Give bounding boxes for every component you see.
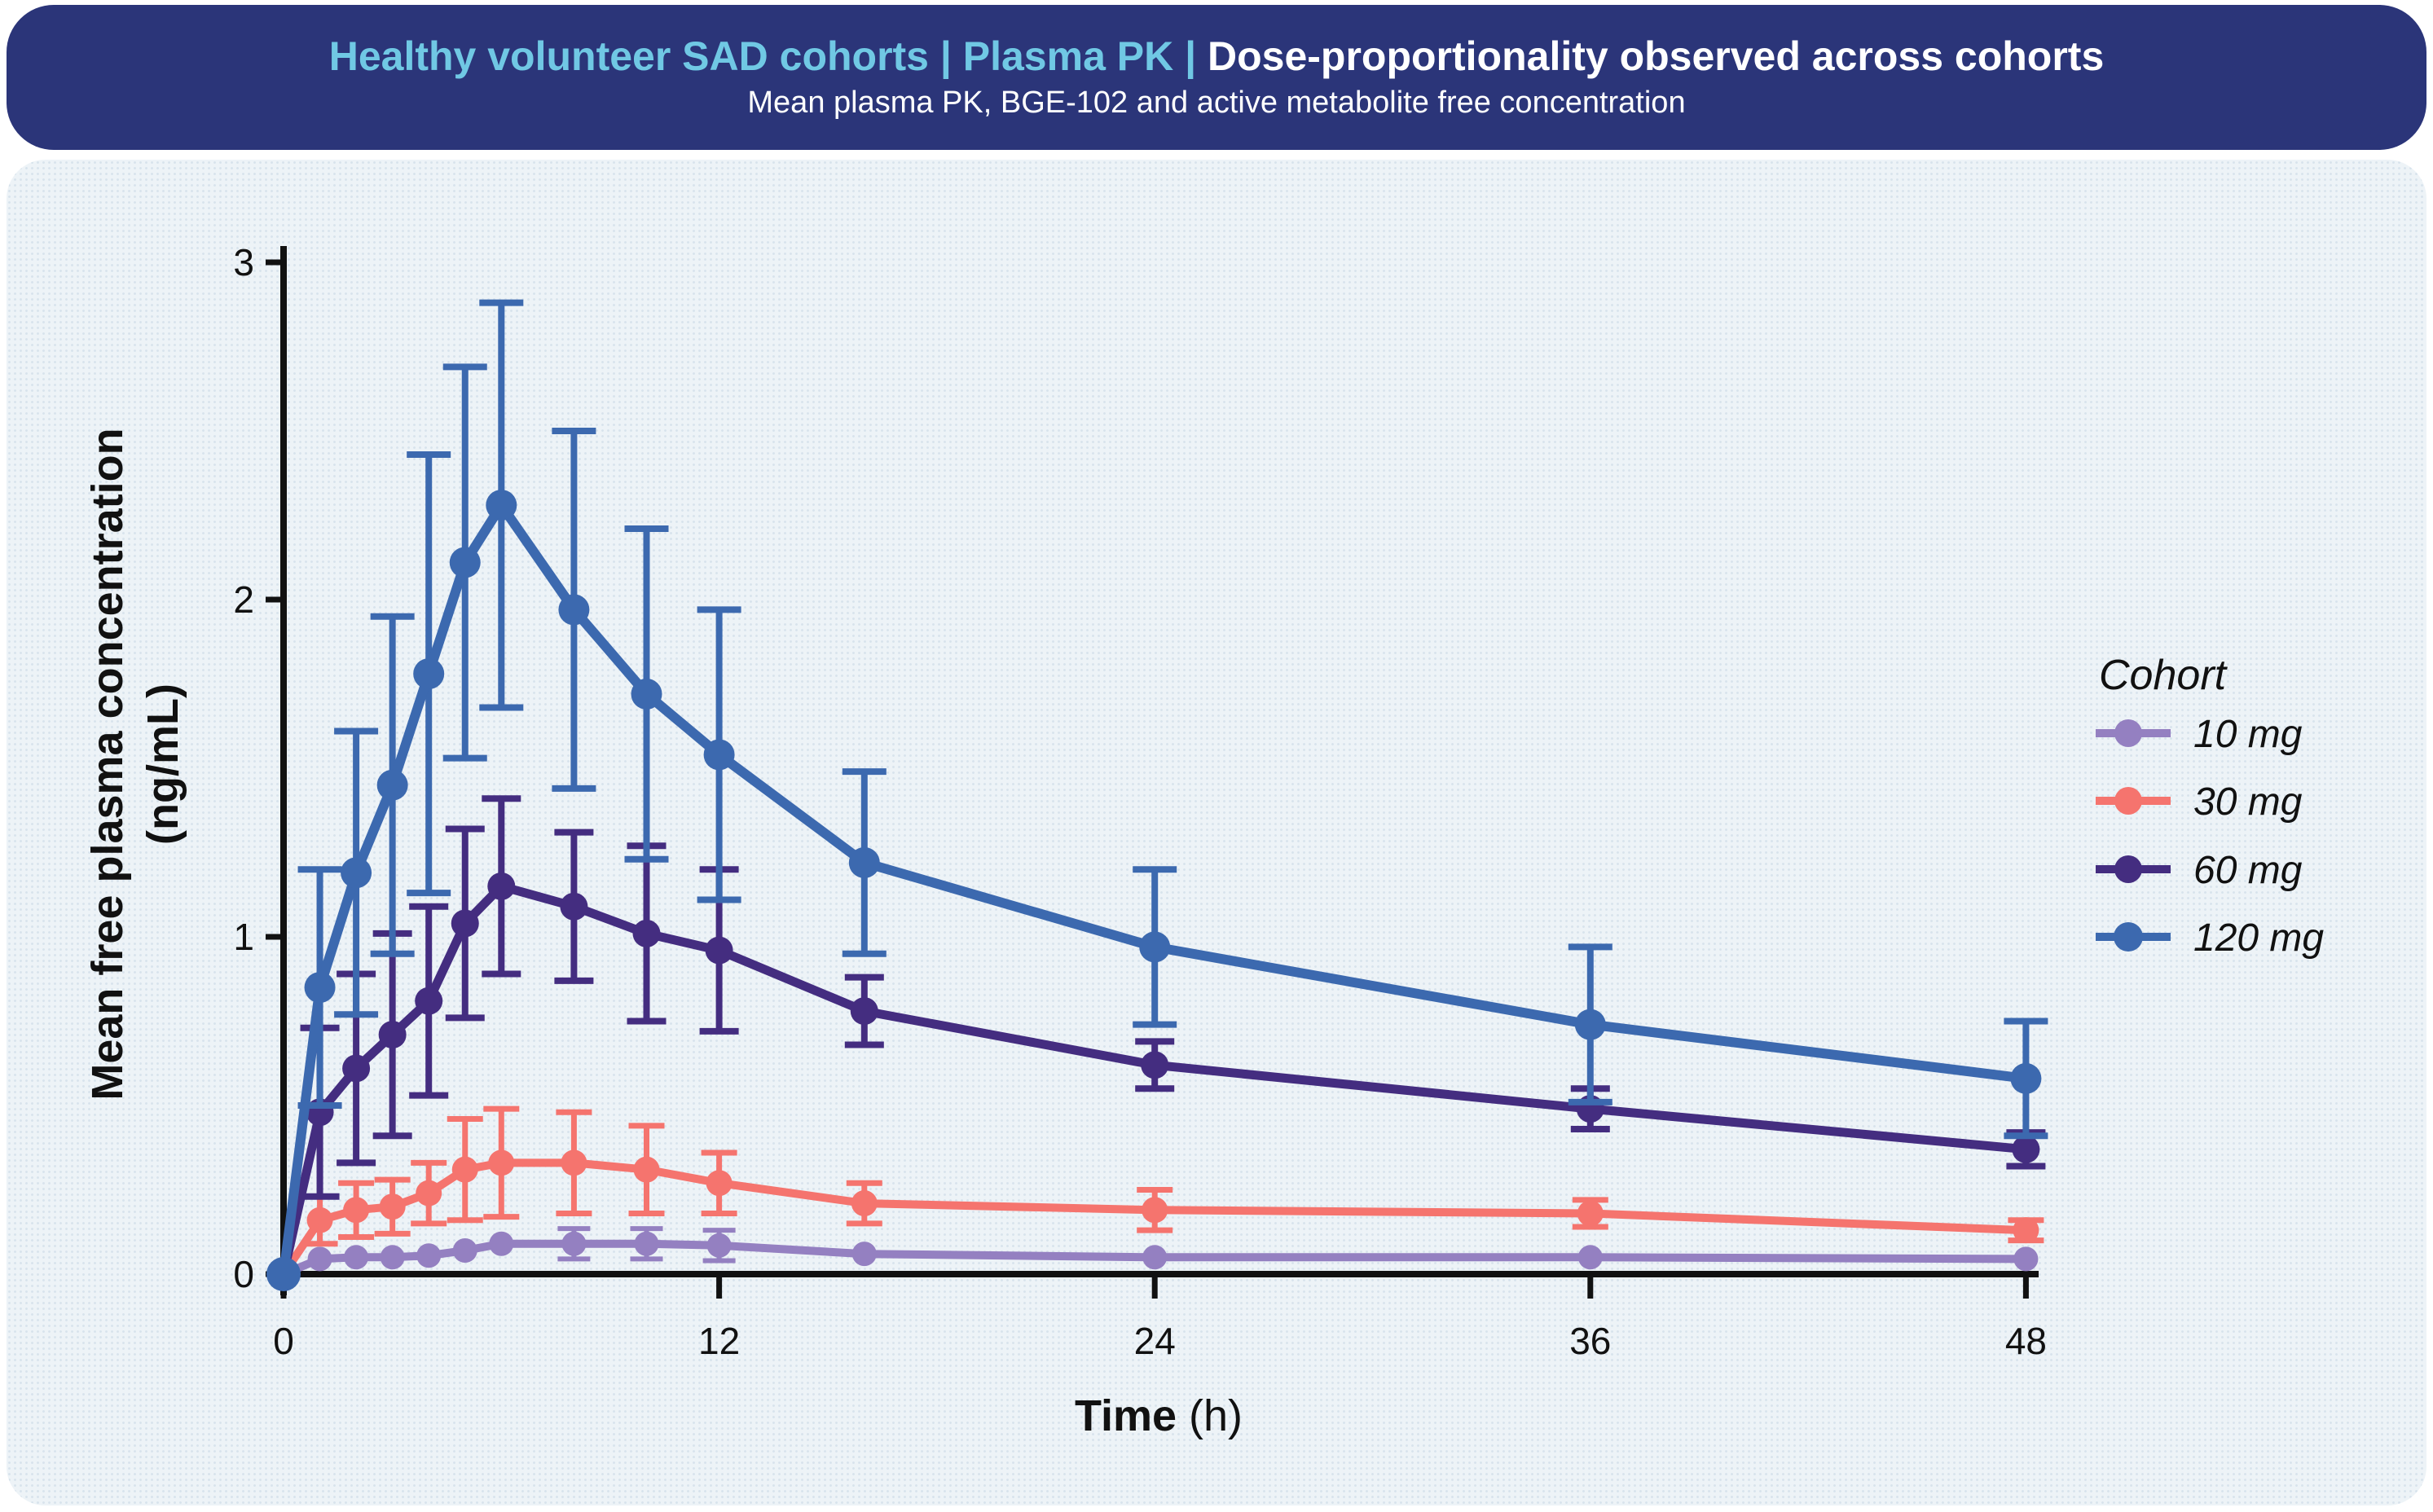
data-point: [1577, 1200, 1604, 1227]
data-point: [489, 1231, 514, 1256]
data-point: [850, 997, 878, 1026]
banner-subtitle: Mean plasma PK, BGE-102 and active metab…: [747, 86, 1686, 120]
y-tick-label: 0: [233, 1253, 254, 1295]
x-tick-label: 0: [273, 1320, 294, 1362]
title-banner: Healthy volunteer SAD cohorts | Plasma P…: [7, 5, 2426, 150]
data-point: [413, 658, 445, 690]
data-point: [2012, 1135, 2040, 1163]
series-60-mg: [270, 795, 2046, 1288]
banner-title: Healthy volunteer SAD cohorts | Plasma P…: [329, 34, 2105, 79]
data-point: [705, 936, 733, 965]
y-tick-label: 3: [233, 241, 254, 284]
data-point: [304, 972, 336, 1004]
data-point: [380, 1245, 405, 1270]
data-point: [558, 594, 590, 626]
data-point: [706, 1170, 733, 1197]
x-tick-label: 12: [698, 1320, 740, 1362]
legend-label: 120 mg: [2193, 916, 2324, 960]
legend-swatch-marker: [2114, 855, 2142, 883]
data-point: [632, 919, 661, 947]
chart-card: [7, 160, 2426, 1505]
data-point: [452, 1238, 477, 1264]
data-point: [706, 1233, 732, 1258]
data-point: [1577, 1245, 1603, 1270]
data-point: [1139, 931, 1171, 963]
banner-title-main: Dose-proportionality observed across coh…: [1208, 33, 2105, 79]
data-point: [379, 1193, 406, 1220]
data-point: [1141, 1051, 1169, 1079]
data-point: [634, 1231, 659, 1256]
data-point: [633, 1156, 660, 1183]
data-point: [342, 1054, 371, 1083]
x-tick-label: 48: [2005, 1320, 2047, 1362]
data-point: [376, 769, 408, 801]
y-axis-label-line2: (ng/mL): [139, 683, 187, 845]
y-tick-label: 1: [233, 916, 254, 958]
data-point: [561, 1149, 587, 1176]
data-point: [451, 909, 479, 938]
y-axis-title: Mean free plasma concentration (ng/mL): [83, 428, 187, 1100]
data-point: [343, 1197, 370, 1224]
series-line: [279, 500, 2027, 1275]
data-point: [416, 1243, 442, 1268]
legend-label: 30 mg: [2193, 780, 2303, 824]
series-30-mg: [271, 1105, 2044, 1287]
legend-swatch-marker: [2114, 922, 2143, 952]
x-tick-label: 36: [1569, 1320, 1611, 1362]
legend-label: 60 mg: [2193, 849, 2303, 892]
data-point: [2013, 1217, 2039, 1244]
data-point: [631, 678, 662, 710]
data-point: [1142, 1197, 1168, 1224]
legend: Cohort 10 mg 30 mg 60 mg 120 mg: [2096, 652, 2324, 960]
data-point: [1142, 1245, 1168, 1270]
legend-item-30-mg: 30 mg: [2096, 780, 2303, 824]
x-axis-title: Time (h): [1075, 1391, 1243, 1440]
data-point: [266, 1257, 301, 1291]
data-point: [2010, 1062, 2042, 1094]
x-tick-label: 24: [1134, 1320, 1176, 1362]
data-point: [307, 1246, 332, 1272]
data-point: [451, 1156, 478, 1183]
legend-item-120-mg: 120 mg: [2096, 916, 2324, 960]
data-point: [344, 1245, 369, 1270]
data-point: [306, 1207, 333, 1233]
legend-swatch-marker: [2114, 719, 2142, 747]
data-point: [1574, 1009, 1606, 1040]
data-point: [341, 857, 372, 889]
data-point: [561, 1231, 587, 1256]
data-point: [488, 1149, 515, 1176]
series-120-mg: [266, 299, 2048, 1291]
legend-label: 10 mg: [2193, 713, 2303, 756]
data-point: [851, 1242, 877, 1267]
legend-title: Cohort: [2099, 652, 2228, 699]
y-tick-label: 2: [233, 578, 254, 621]
data-point: [848, 846, 880, 878]
data-point: [2013, 1246, 2039, 1272]
data-point: [703, 739, 735, 771]
data-point: [487, 872, 516, 900]
data-point: [415, 987, 443, 1015]
legend-swatch-marker: [2114, 787, 2142, 815]
data-point: [486, 490, 517, 521]
legend-item-10-mg: 10 mg: [2096, 713, 2303, 756]
legend-item-60-mg: 60 mg: [2096, 849, 2303, 892]
data-point: [378, 1021, 407, 1049]
data-point: [560, 892, 588, 921]
data-point: [449, 547, 481, 578]
data-point: [851, 1190, 878, 1217]
banner-title-highlight: Healthy volunteer SAD cohorts | Plasma P…: [328, 33, 1208, 79]
data-point: [416, 1180, 442, 1207]
y-axis-label-line1: Mean free plasma concentration: [83, 428, 132, 1100]
